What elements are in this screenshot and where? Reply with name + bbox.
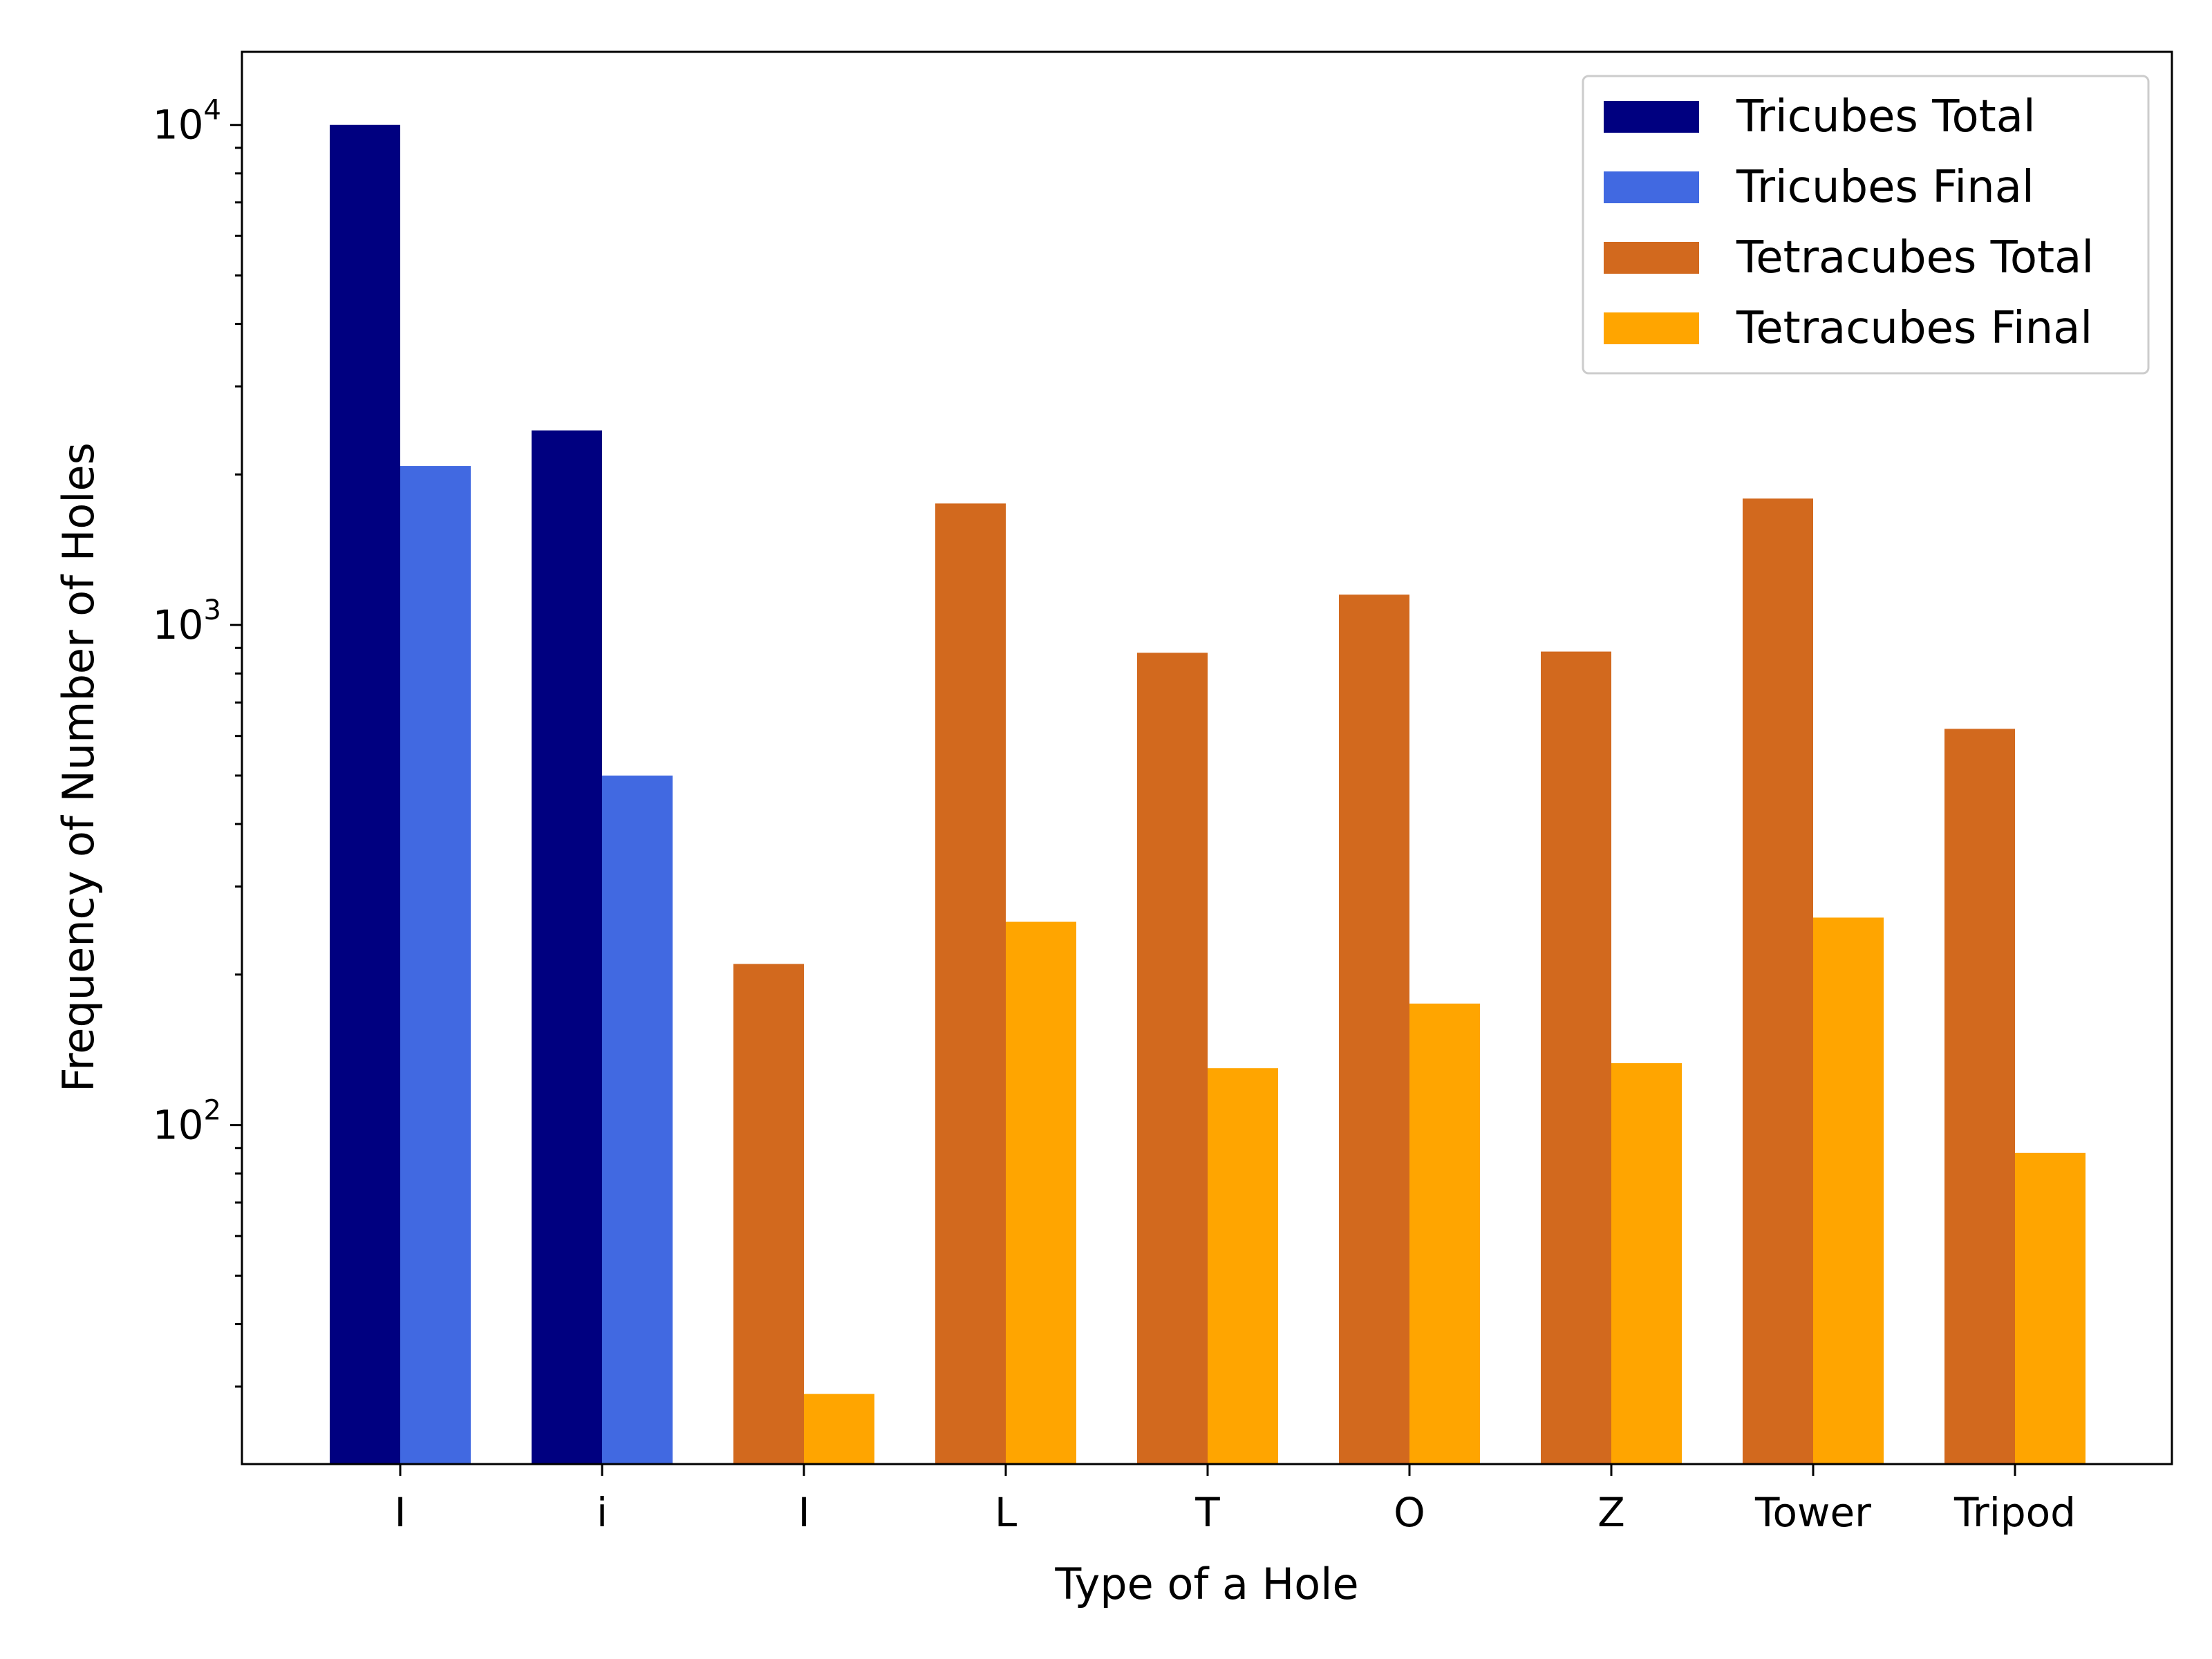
bars-group: [330, 124, 2086, 1465]
bar-tetracubes-final-2: [804, 1394, 874, 1464]
legend-box: [1582, 75, 2150, 375]
bar-tricubes-total-1: [532, 430, 602, 1464]
x-tick-label-5: O: [1394, 1489, 1425, 1536]
bar-tetracubes-total-4: [1137, 653, 1208, 1464]
legend-label-tetracubes-total: Tetracubes Total: [1736, 232, 2094, 283]
bar-tetracubes-total-8: [1944, 729, 2015, 1464]
legend-swatch-tricubes-total: [1604, 101, 1699, 133]
x-tick-label-0: I: [394, 1489, 406, 1536]
bar-tricubes-final-0: [400, 466, 471, 1464]
bar-tetracubes-final-5: [1409, 1003, 1480, 1464]
legend: Tricubes Total Tricubes Final Tetracubes T…: [1582, 75, 2150, 375]
y-axis-ticks: 102 103 104: [153, 95, 242, 1388]
x-tick-label-7: Tower: [1754, 1489, 1871, 1536]
legend-swatch-tricubes-final: [1604, 171, 1699, 203]
x-tick-label-4: T: [1194, 1489, 1220, 1536]
x-tick-label-3: L: [995, 1489, 1017, 1536]
x-tick-label-2: I: [798, 1489, 809, 1536]
x-tick-label-8: Tripod: [1953, 1489, 2076, 1536]
bar-tetracubes-final-4: [1208, 1068, 1278, 1464]
legend-label-tricubes-final: Tricubes Final: [1736, 162, 2034, 213]
plot-frame: [241, 50, 2173, 1465]
legend-label-tricubes-total: Tricubes Total: [1736, 91, 2036, 142]
legend-swatch-tetracubes-total: [1604, 242, 1699, 274]
bar-tricubes-total-0: [330, 124, 400, 1465]
legend-swatch-tetracubes-final: [1604, 312, 1699, 344]
legend-label-tetracubes-final: Tetracubes Final: [1736, 303, 2092, 354]
bar-tetracubes-final-6: [1611, 1063, 1682, 1464]
y-tick-label-2: 104: [153, 95, 221, 149]
x-axis-label: Type of a Hole: [1054, 1559, 1358, 1609]
y-axis-label: Frequency of Number of Holes: [53, 442, 104, 1092]
bar-tetracubes-final-8: [2015, 1152, 2086, 1464]
x-tick-label-6: Z: [1597, 1489, 1625, 1536]
bar-tetracubes-total-3: [935, 503, 1006, 1464]
bar-tetracubes-final-3: [1006, 921, 1076, 1464]
x-tick-label-1: i: [597, 1489, 608, 1536]
y-tick-label-1: 103: [153, 594, 221, 648]
bar-tetracubes-total-2: [733, 964, 804, 1464]
bar-tetracubes-total-5: [1339, 594, 1409, 1464]
bar-tricubes-final-1: [602, 775, 673, 1464]
bar-tetracubes-final-7: [1813, 917, 1884, 1464]
bar-tetracubes-total-7: [1743, 498, 1813, 1465]
bar-tetracubes-total-6: [1541, 651, 1611, 1464]
y-tick-label-0: 102: [153, 1095, 221, 1149]
